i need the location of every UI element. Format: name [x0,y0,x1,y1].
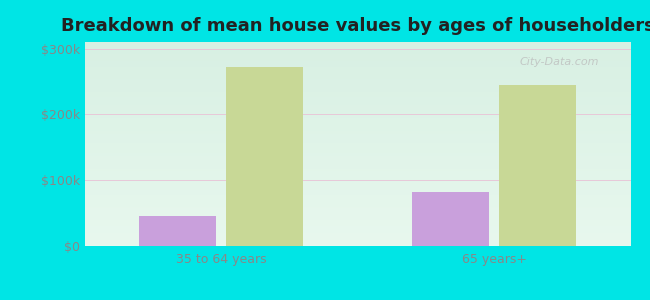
Bar [499,85,576,246]
Bar [412,192,489,246]
Bar [139,216,216,246]
Text: City-Data.com: City-Data.com [520,57,599,68]
Bar [226,67,303,246]
Title: Breakdown of mean house values by ages of householders: Breakdown of mean house values by ages o… [60,17,650,35]
